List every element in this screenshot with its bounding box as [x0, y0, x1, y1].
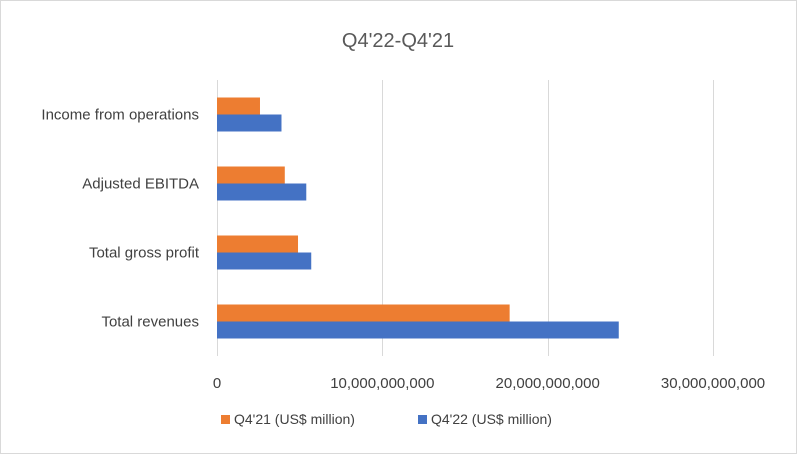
bar — [217, 235, 299, 253]
legend-swatch — [221, 415, 230, 424]
legend: Q4'21 (US$ million) Q4'22 (US$ million) — [221, 411, 552, 427]
x-tick-labels: 0 10,000,000,000 20,000,000,000 30,000,000,… — [213, 375, 765, 392]
chart-title: Q4'22-Q4'21 — [342, 30, 454, 52]
category-label: Total revenues — [101, 314, 199, 331]
category-labels: Income from operations Adjusted EBITDA Tot… — [41, 107, 199, 331]
category-label: Income from operations — [41, 107, 199, 124]
legend-label: Q4'21 (US$ million) — [234, 411, 355, 427]
bar — [217, 304, 510, 322]
x-tick-label: 20,000,000,000 — [496, 375, 600, 392]
bar — [217, 321, 619, 339]
x-tick-label: 30,000,000,000 — [661, 375, 765, 392]
bar — [217, 97, 260, 115]
x-tick-label: 0 — [213, 375, 221, 392]
category-label: Adjusted EBITDA — [82, 176, 199, 193]
bar — [217, 114, 282, 132]
bar — [217, 166, 285, 184]
legend-swatch — [418, 415, 427, 424]
bars — [217, 97, 619, 339]
bar — [217, 252, 312, 270]
legend-label: Q4'22 (US$ million) — [431, 411, 552, 427]
category-label: Total gross profit — [89, 245, 200, 262]
x-tick-label: 10,000,000,000 — [330, 375, 434, 392]
bar — [217, 183, 307, 201]
